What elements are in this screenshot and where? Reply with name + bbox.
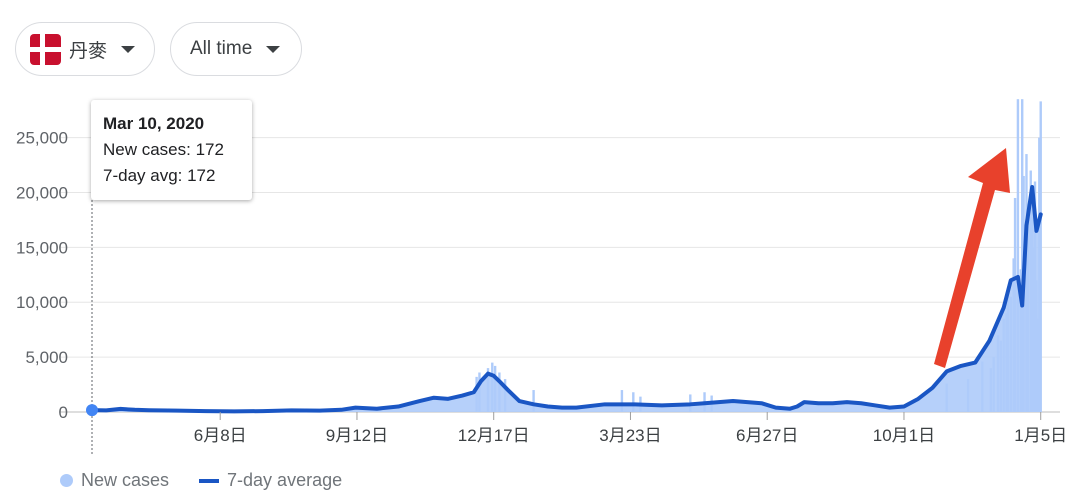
x-tick-label: 1月5日 — [1014, 426, 1067, 445]
new-cases-bar — [532, 390, 535, 412]
chart-legend: New cases 7-day average — [60, 470, 342, 491]
legend-new-cases: New cases — [81, 470, 170, 490]
y-tick-label: 10,000 — [16, 293, 68, 312]
y-tick-label: 5,000 — [25, 348, 68, 367]
new-cases-bar — [1020, 99, 1024, 413]
hover-tooltip: Mar 10, 2020 New cases: 172 7-day avg: 1… — [91, 100, 252, 200]
x-tick-label: 10月1日 — [873, 426, 935, 445]
x-tick-label: 6月27日 — [736, 426, 798, 445]
x-tick-label: 12月17日 — [458, 426, 530, 445]
average-line — [90, 184, 1043, 414]
x-tick-label: 6月8日 — [194, 426, 247, 445]
average-legend-swatch — [199, 478, 220, 483]
denmark-flag-icon — [30, 33, 61, 65]
dropdown-arrow-icon — [266, 45, 281, 53]
y-tick-label: 15,000 — [16, 238, 68, 257]
country-filter-button[interactable]: 丹麥 — [15, 22, 155, 76]
y-tick-label: 25,000 — [16, 129, 68, 148]
y-tick-label: 0 — [59, 403, 68, 422]
dropdown-arrow-icon — [121, 45, 136, 53]
new-cases-area — [92, 186, 1041, 412]
legend-average: 7-day average — [227, 470, 343, 490]
x-tick-label: 3月23日 — [599, 426, 661, 445]
x-tick-label: 9月12日 — [326, 426, 388, 445]
tooltip-average: 7-day avg: 172 — [103, 166, 216, 185]
new-cases-legend-swatch — [60, 474, 73, 487]
hover-point — [86, 404, 98, 417]
new-cases-bar — [632, 392, 635, 412]
country-label: 丹麥 — [69, 40, 108, 62]
red-arrow-annotation — [934, 148, 1010, 368]
tooltip-new-cases: New cases: 172 — [103, 140, 224, 159]
new-cases-bar — [1016, 99, 1020, 413]
tooltip-date: Mar 10, 2020 — [103, 114, 205, 133]
new-cases-bar — [620, 390, 624, 412]
range-label: All time — [190, 38, 253, 59]
time-range-button[interactable]: All time — [170, 22, 302, 76]
y-tick-label: 20,000 — [16, 183, 68, 202]
